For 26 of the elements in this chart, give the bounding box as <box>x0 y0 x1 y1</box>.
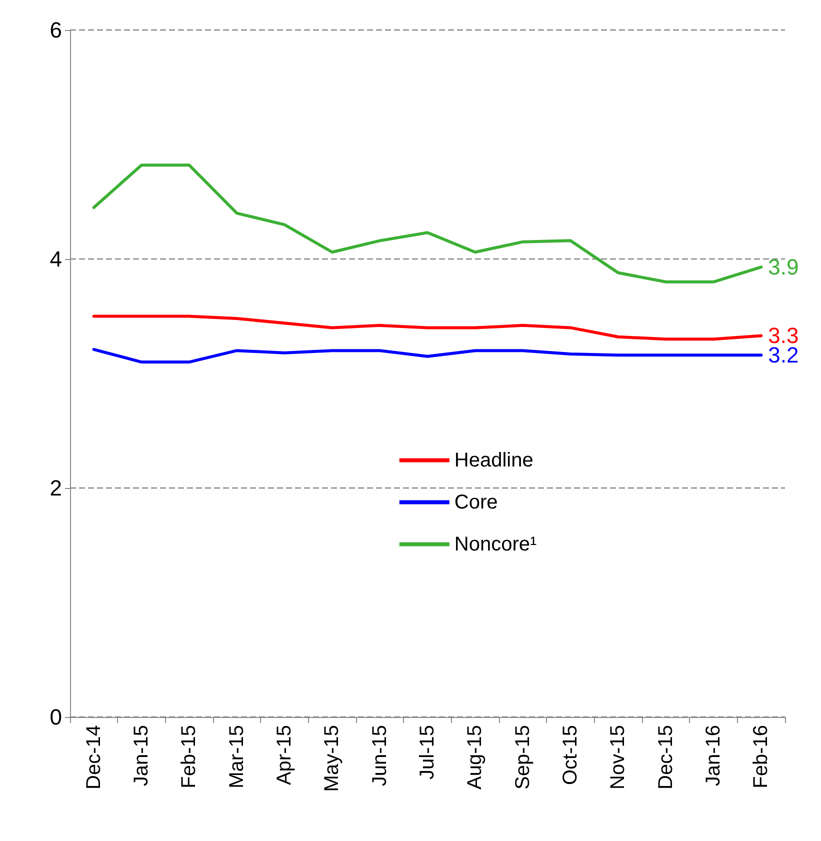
x-tick-label: May-15 <box>321 725 344 792</box>
x-tick-label: Aug-15 <box>464 725 486 790</box>
x-tick-label: Oct-15 <box>560 725 582 786</box>
line-series <box>92 164 763 284</box>
x-tick-label: Dec-15 <box>654 725 677 790</box>
x-tick-label: Nov-15 <box>607 725 630 790</box>
x-tick-label: Jul-15 <box>416 725 438 780</box>
y-tick-label: 0 <box>50 704 62 730</box>
legend-label: Headline <box>454 449 534 472</box>
x-tick-label: Jan-16 <box>702 725 724 786</box>
x-tick-label: Dec-14 <box>82 725 105 790</box>
x-tick-label: Apr-15 <box>274 725 296 786</box>
x-tick-label: Feb-16 <box>750 725 772 788</box>
legend-label: Noncore¹ <box>454 533 537 556</box>
x-tick-label: Feb-15 <box>178 725 200 788</box>
line-series <box>92 314 763 341</box>
data-label: 3.9 <box>768 254 799 280</box>
y-tick-label: 4 <box>50 246 62 272</box>
x-tick-label: Jun-15 <box>368 725 391 786</box>
x-tick-label: Mar-15 <box>226 725 248 788</box>
x-tick-label: Sep-15 <box>512 725 534 790</box>
y-tick-label: 2 <box>50 476 62 500</box>
x-tick-label: Jan-15 <box>130 725 152 786</box>
line-series <box>92 348 763 364</box>
legend-label: Core <box>454 491 498 514</box>
y-tick-label: 6 <box>50 18 62 42</box>
